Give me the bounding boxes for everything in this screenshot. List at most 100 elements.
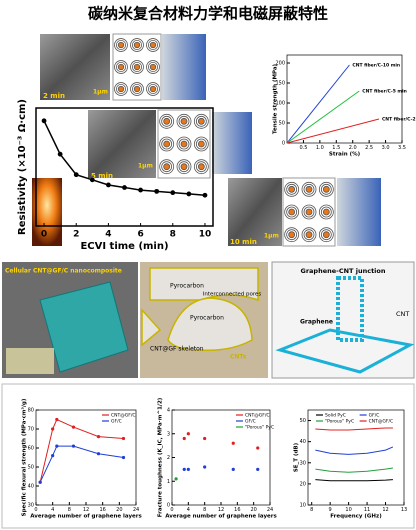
ring — [195, 161, 207, 173]
ring — [320, 229, 332, 241]
y-tick-label: 70 — [28, 427, 34, 433]
data-point — [186, 191, 192, 197]
ring — [318, 227, 334, 243]
legend-label: "Porous" PyC — [245, 425, 274, 431]
legend-label: "Porous" PyC — [325, 419, 354, 425]
ring — [161, 138, 173, 150]
x-axis-label: Frequency (GHz) — [330, 514, 382, 520]
ring — [301, 181, 317, 197]
y-tick-label: 200 — [275, 61, 285, 67]
ring — [131, 83, 143, 95]
data-point — [89, 177, 95, 183]
y-tick-label: 80 — [28, 408, 34, 414]
ring — [197, 163, 205, 171]
fiber-photo — [162, 34, 206, 100]
series-label: CNT fiber/C-10 min — [352, 63, 400, 69]
x-tick-label: 8 — [203, 507, 206, 513]
y-axis-label: Resistivity (×10⁻³ Ω·cm) — [17, 99, 28, 235]
plot-frame — [35, 107, 214, 227]
ring — [320, 206, 332, 218]
data-point — [256, 446, 260, 450]
scale-bar-label: 1μm — [138, 163, 153, 170]
ring — [146, 60, 160, 74]
y-tick-label: 10 — [300, 503, 306, 509]
data-point — [182, 467, 186, 471]
structure-label: Graphene — [300, 319, 333, 326]
ring — [147, 83, 159, 95]
ring — [322, 185, 330, 193]
x-tick-label: 8 — [170, 230, 176, 240]
x-tick-label: 9 — [329, 507, 332, 513]
x-axis-label: Average number of graphene layers — [30, 514, 142, 520]
panel-title: Cellular CNT@GF/C nanocomposite — [5, 268, 122, 275]
ring — [197, 117, 205, 125]
x-tick-label: 2.5 — [365, 145, 373, 151]
ring — [131, 61, 143, 73]
data-point — [121, 436, 126, 441]
y-tick-label: 30 — [300, 460, 306, 466]
data-point — [41, 118, 47, 124]
fiber-photo — [337, 178, 381, 246]
y-tick-label: 1 — [167, 479, 170, 485]
x-tick-label: 2 — [73, 230, 79, 240]
data-point — [256, 467, 260, 471]
ring — [149, 63, 157, 71]
ring — [130, 82, 144, 96]
ring — [159, 113, 175, 129]
data-point — [138, 187, 143, 193]
ring — [133, 63, 141, 71]
junction-panel — [271, 261, 415, 379]
y-axis-label: SE_T (dB) — [294, 442, 300, 472]
data-point — [182, 436, 186, 441]
series-label: CNT fiber/C-5 min — [362, 89, 407, 95]
data-point — [170, 190, 176, 196]
structure-label: Pyrocarbon — [170, 283, 204, 290]
time-label: 2 min — [43, 92, 65, 100]
plot-frame — [286, 54, 403, 144]
time-label: 5 min — [91, 172, 113, 180]
data-point — [202, 192, 208, 198]
series-line — [286, 64, 350, 144]
legend-label: GF/C — [245, 419, 256, 425]
data-point — [96, 435, 101, 439]
x-tick-label: 12 — [382, 507, 388, 513]
panel-title: Graphene-CNT junction — [300, 267, 385, 275]
data-point — [71, 444, 76, 448]
x-tick-label: 0.5 — [299, 145, 307, 151]
time-label: 10 min — [230, 238, 257, 246]
ring — [117, 41, 125, 49]
legend-label: CNT@GF/C — [369, 419, 394, 425]
ring — [117, 63, 125, 71]
ring — [163, 140, 171, 148]
x-tick-label: 0 — [34, 507, 37, 513]
y-tick-label: 60 — [28, 446, 34, 452]
sem-image — [228, 178, 282, 246]
ring — [161, 161, 173, 173]
ring — [284, 227, 300, 243]
scale-bar-label: 1μm — [93, 89, 108, 96]
data-point — [71, 425, 76, 429]
ring — [115, 83, 127, 95]
ring — [114, 60, 128, 74]
ring — [130, 38, 144, 52]
data-point — [231, 467, 235, 471]
pore — [141, 308, 162, 347]
data-point — [73, 172, 79, 178]
ring — [197, 140, 205, 148]
data-point — [122, 185, 127, 190]
y-tick-label: 30 — [28, 503, 34, 509]
figure-title: 碳纳米复合材料力学和电磁屏蔽特性 — [88, 5, 328, 23]
ring — [114, 82, 128, 96]
scale-bar-label: 1μm — [264, 233, 279, 240]
ring — [322, 231, 330, 239]
y-tick-label: 2 — [167, 455, 170, 461]
x-tick-label: 3.5 — [398, 145, 406, 151]
legend-label: CNT@GF/C — [245, 413, 270, 419]
data-point — [203, 436, 207, 441]
ring — [322, 208, 330, 216]
series-line — [315, 479, 393, 482]
x-tick-label: 12 — [83, 507, 89, 513]
y-tick-label: 150 — [275, 81, 285, 87]
x-tick-label: 6 — [137, 230, 143, 240]
x-tick-label: 1.5 — [332, 145, 340, 151]
